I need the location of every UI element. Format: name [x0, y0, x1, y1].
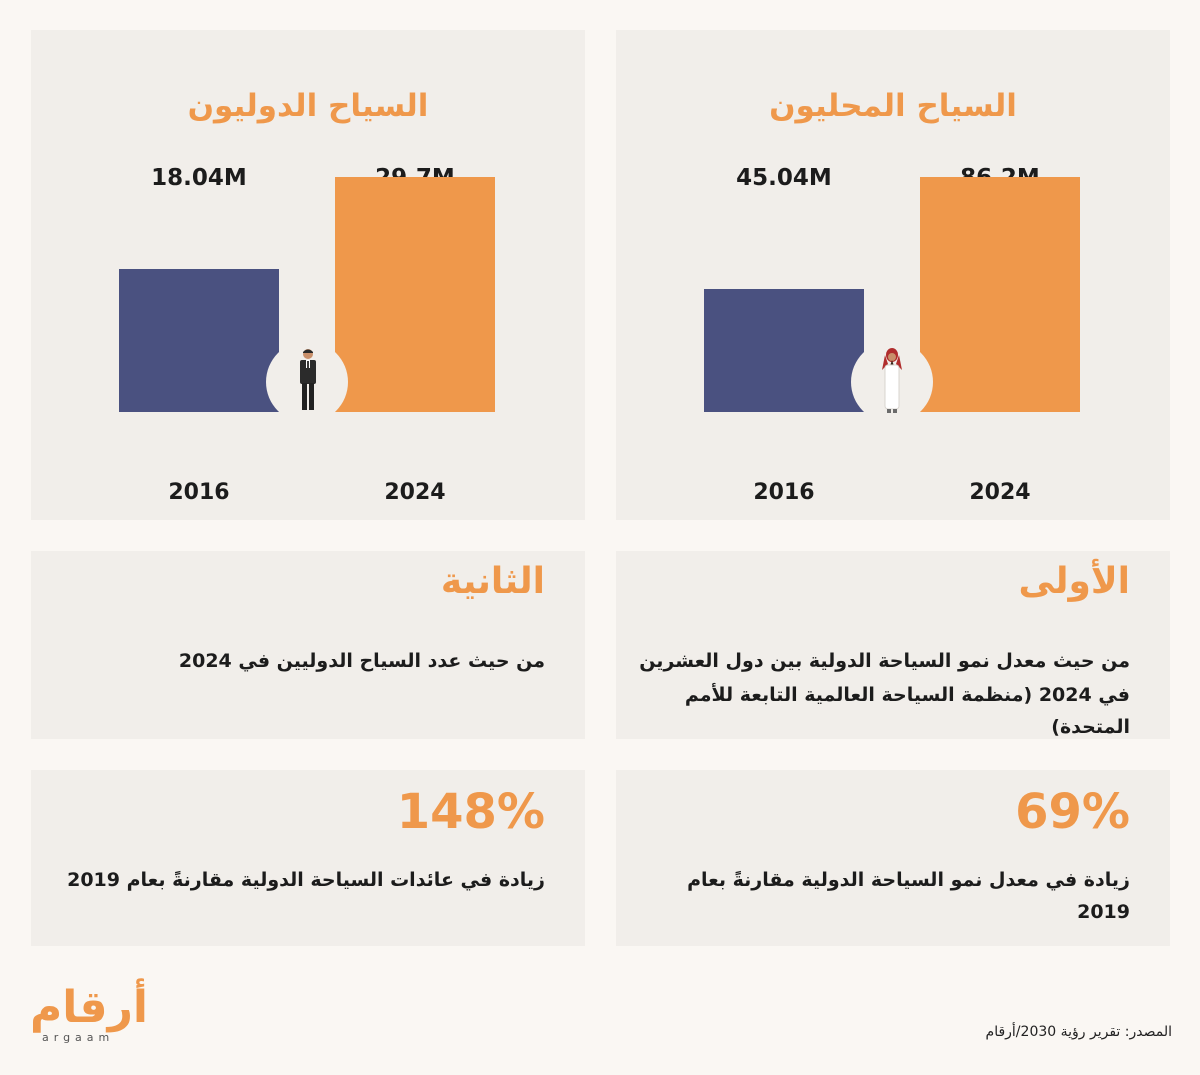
source-note: المصدر: تقرير رؤية 2030/أرقام — [985, 1024, 1172, 1040]
first-rank-heading: الأولى — [1018, 561, 1130, 602]
international-tourists-title: السياح الدوليون — [187, 88, 429, 124]
bar-2016 — [704, 289, 864, 412]
argaam-logo: أرقام argaam — [30, 982, 148, 1045]
domestic-tourists-panel: السياح المحليون 45.04M 86.2M 2016 2024 — [616, 30, 1170, 520]
second-rank-line-1: من حيث عدد السياح الدوليين في 2024 — [178, 650, 545, 672]
growth-rate-card: 69% زيادة في معدل نمو السياحة الدولية مق… — [616, 770, 1170, 946]
first-rank-card: الأولى من حيث معدل نمو السياحة الدولية ب… — [616, 551, 1170, 739]
revenue-growth-value: 148% — [396, 784, 545, 840]
revenue-growth-text: زيادة في عائدات السياحة الدولية مقارنةً … — [67, 869, 545, 891]
revenue-growth-card: 148% زيادة في عائدات السياحة الدولية مقا… — [31, 770, 585, 946]
growth-rate-value: 69% — [1015, 784, 1130, 840]
growth-rate-text: زيادة في معدل نمو السياحة الدولية مقارنة… — [687, 869, 1130, 923]
bar-2024 — [920, 177, 1080, 412]
year-label-2016: 2016 — [753, 480, 815, 505]
first-rank-line-2: في 2024 (منظمة السياحة العالمية التابعة … — [684, 684, 1130, 738]
bar-value-label-2016: 45.04M — [736, 165, 832, 191]
second-rank-card: الثانية من حيث عدد السياح الدوليين في 20… — [31, 551, 585, 739]
year-label-2024: 2024 — [384, 480, 446, 505]
logo-arabic: أرقام — [30, 982, 148, 1033]
bar-2024 — [335, 177, 495, 412]
first-rank-line-1: من حيث معدل نمو السياحة الدولية بين دول … — [639, 650, 1130, 672]
year-label-2024: 2024 — [969, 480, 1031, 505]
logo-latin: argaam — [42, 1031, 115, 1044]
year-label-2016: 2016 — [168, 480, 230, 505]
second-rank-heading: الثانية — [440, 561, 545, 602]
international-tourists-panel: السياح الدوليون 18.04M 29.7M 2016 2024 — [31, 30, 585, 520]
domestic-tourists-title: السياح المحليون — [769, 88, 1017, 124]
businessman-figure-icon — [300, 349, 316, 410]
bar-value-label-2016: 18.04M — [151, 165, 247, 191]
bar-2016 — [119, 269, 279, 412]
saudi-man-figure-icon — [882, 348, 902, 413]
